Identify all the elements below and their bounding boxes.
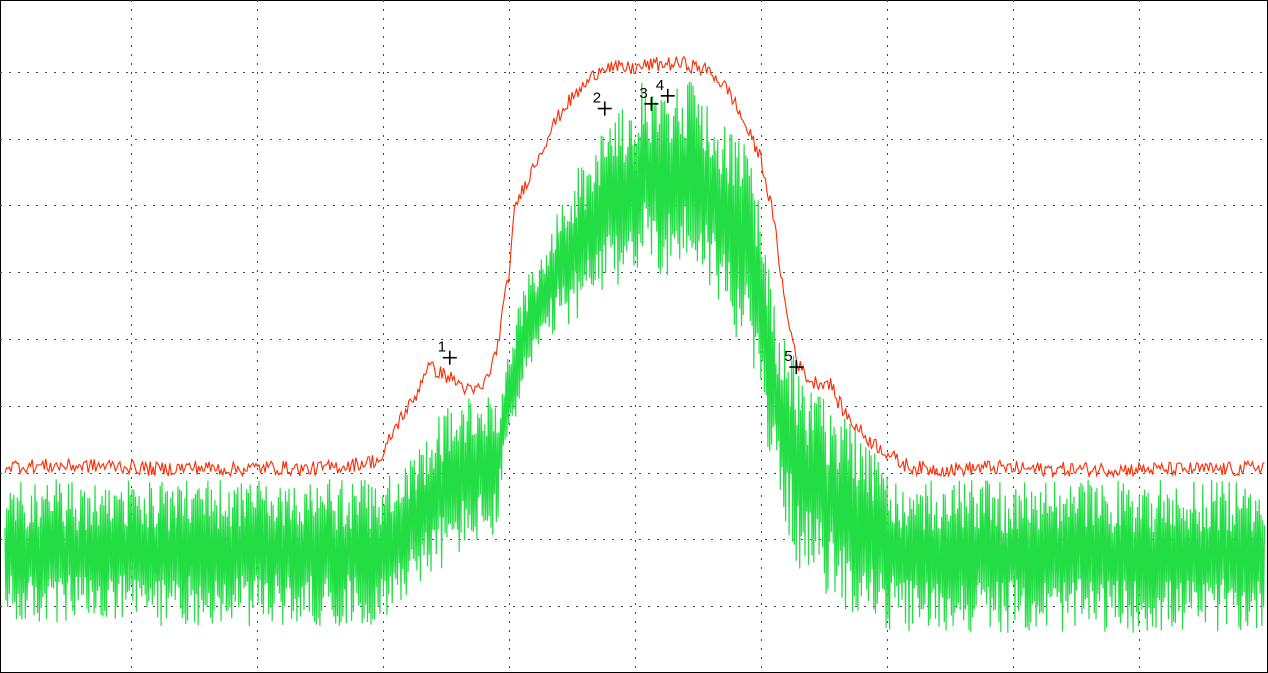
marker-2: 2 [593, 90, 612, 116]
marker-label: 4 [656, 77, 664, 94]
marker-4: 4 [656, 77, 675, 103]
traces [4, 55, 1266, 633]
average-trace [4, 55, 1265, 479]
marker-3: 3 [639, 85, 659, 111]
live-trace [4, 81, 1266, 633]
marker-label: 5 [784, 348, 792, 365]
marker-1: 1 [438, 339, 457, 365]
marker-label: 2 [593, 90, 601, 107]
marker-5: 5 [784, 348, 804, 375]
marker-label: 3 [639, 85, 647, 102]
marker-label: 1 [438, 339, 446, 356]
markers: 1 2 3 4 5 [438, 77, 804, 375]
